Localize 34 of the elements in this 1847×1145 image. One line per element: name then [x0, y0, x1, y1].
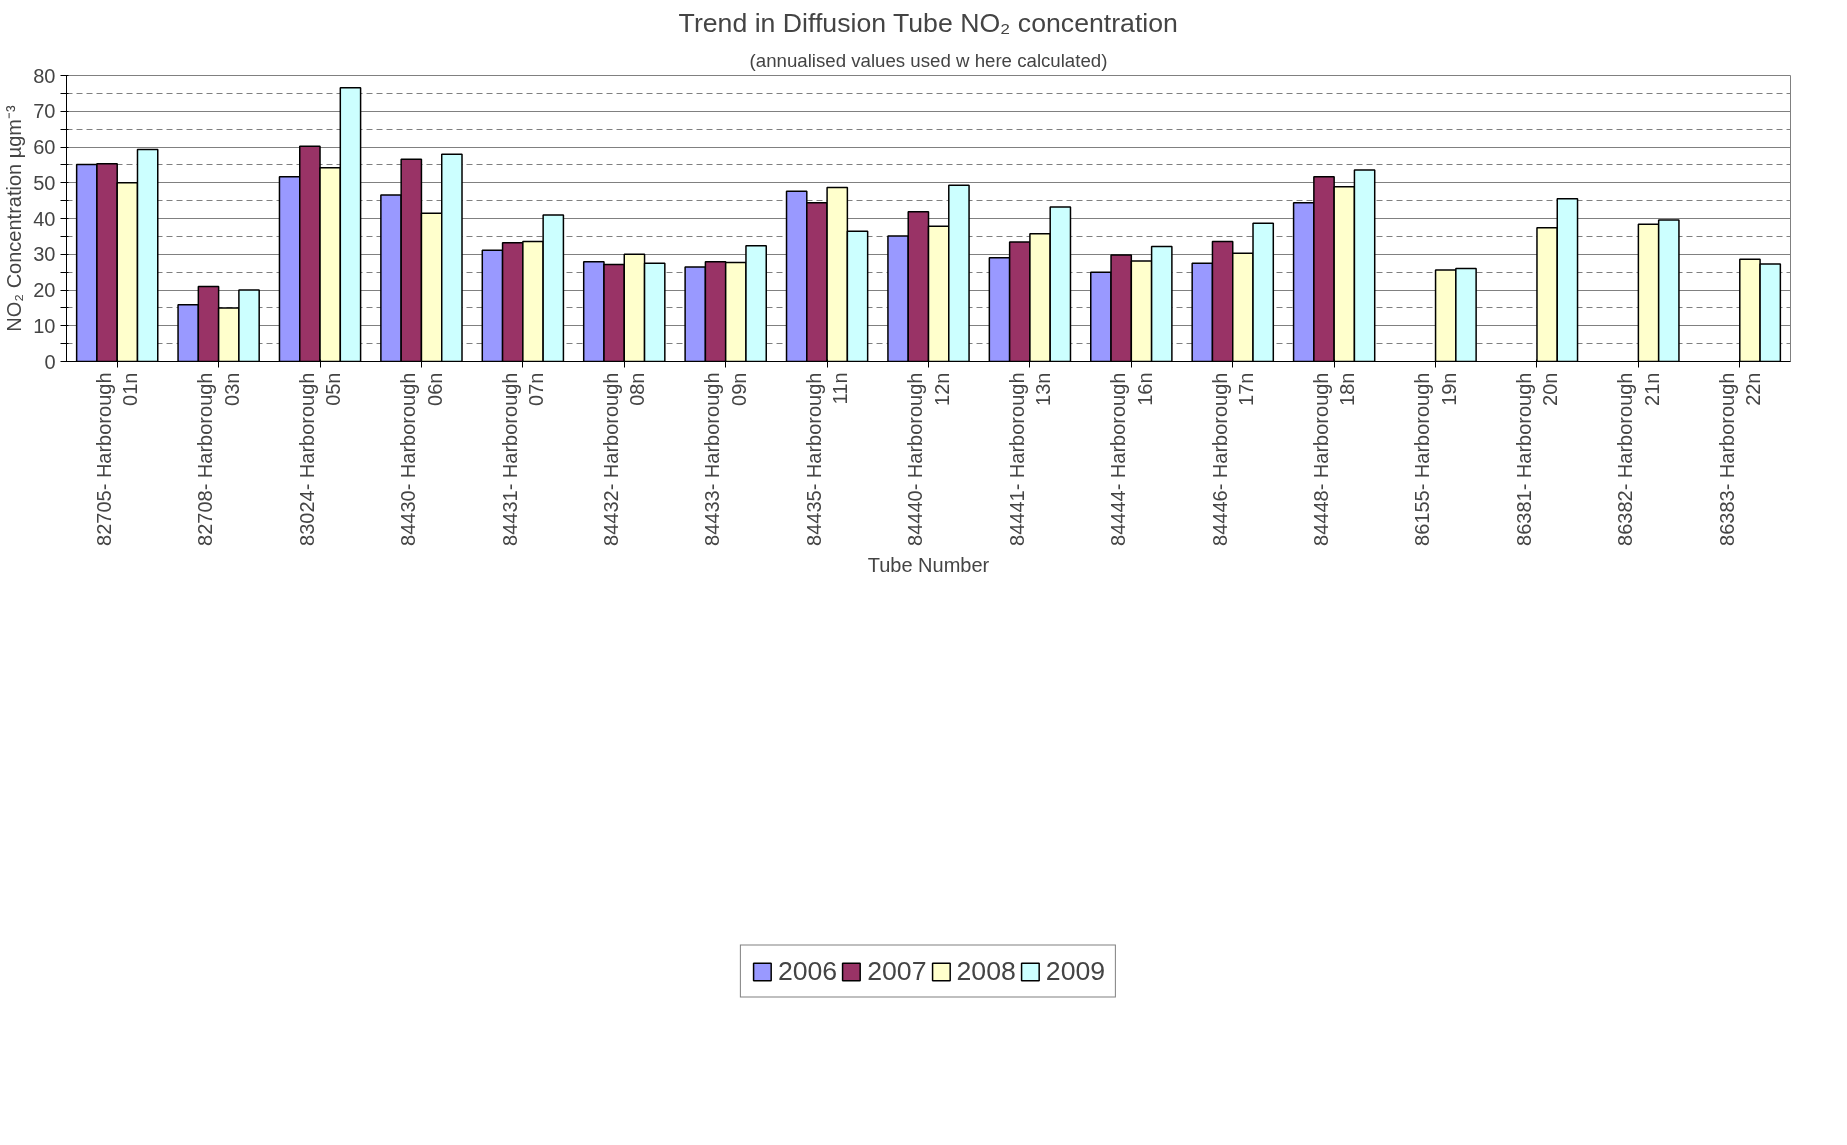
legend-label: 2007 — [867, 955, 927, 987]
y-tick-label: 40 — [33, 207, 56, 230]
y-tick-label: 10 — [33, 314, 56, 337]
x-tick-label: 84430- Harborough 06n — [397, 372, 446, 546]
y-tick-label: 70 — [33, 100, 56, 123]
y-tick-label: 30 — [33, 243, 56, 266]
legend-label: 2009 — [1045, 955, 1106, 987]
x-tick-label: 86381- Harborough 20n — [1512, 372, 1562, 546]
y-tick-label: 20 — [33, 279, 56, 301]
x-axis-title: Tube Number — [867, 553, 990, 576]
x-tick-label: 84444- Harborough 16n — [1107, 372, 1156, 546]
y-tick-label: 80 — [33, 64, 56, 87]
x-tick-label: 84440- Harborough 12n — [904, 372, 953, 546]
x-tick-label: 84435- Harborough 11n — [802, 372, 852, 546]
x-tick-label: 84448- Harborough 18n — [1309, 372, 1359, 546]
x-tick-label: 84446- Harborough 17n — [1208, 372, 1257, 546]
y-tick-label: 50 — [33, 171, 56, 194]
x-tick-label: 86382- Harborough 21n — [1614, 372, 1663, 546]
chart-subtitle: (annualised values used w here calculated) — [749, 49, 1108, 71]
x-tick-label: 82708- Harborough 03n — [194, 372, 243, 546]
x-tick-label: 86383- Harborough 22n — [1715, 372, 1764, 546]
y-tick-label: 0 — [44, 350, 56, 373]
y-axis-title: NO₂ Concentration µgm⁻³ — [3, 104, 26, 332]
x-tick-label: 82705- Harborough 01n — [93, 372, 142, 546]
x-tick-label: 84433- Harborough 09n — [701, 372, 750, 546]
x-tick-label: 84431- Harborough 07n — [498, 372, 548, 546]
chart-title: Trend in Diffusion Tube NO₂ concentration — [678, 7, 1178, 38]
x-tick-label: 84441- Harborough 13n — [1005, 372, 1055, 546]
x-tick-label: 84432- Harborough 08n — [600, 372, 649, 546]
y-tick-label: 60 — [33, 136, 56, 158]
x-tick-label: 83024- Harborough 05n — [295, 372, 345, 546]
legend-label: 2008 — [956, 955, 1016, 987]
x-tick-label: 86155- Harborough 19n — [1411, 372, 1460, 546]
legend-label: 2006 — [777, 955, 838, 987]
